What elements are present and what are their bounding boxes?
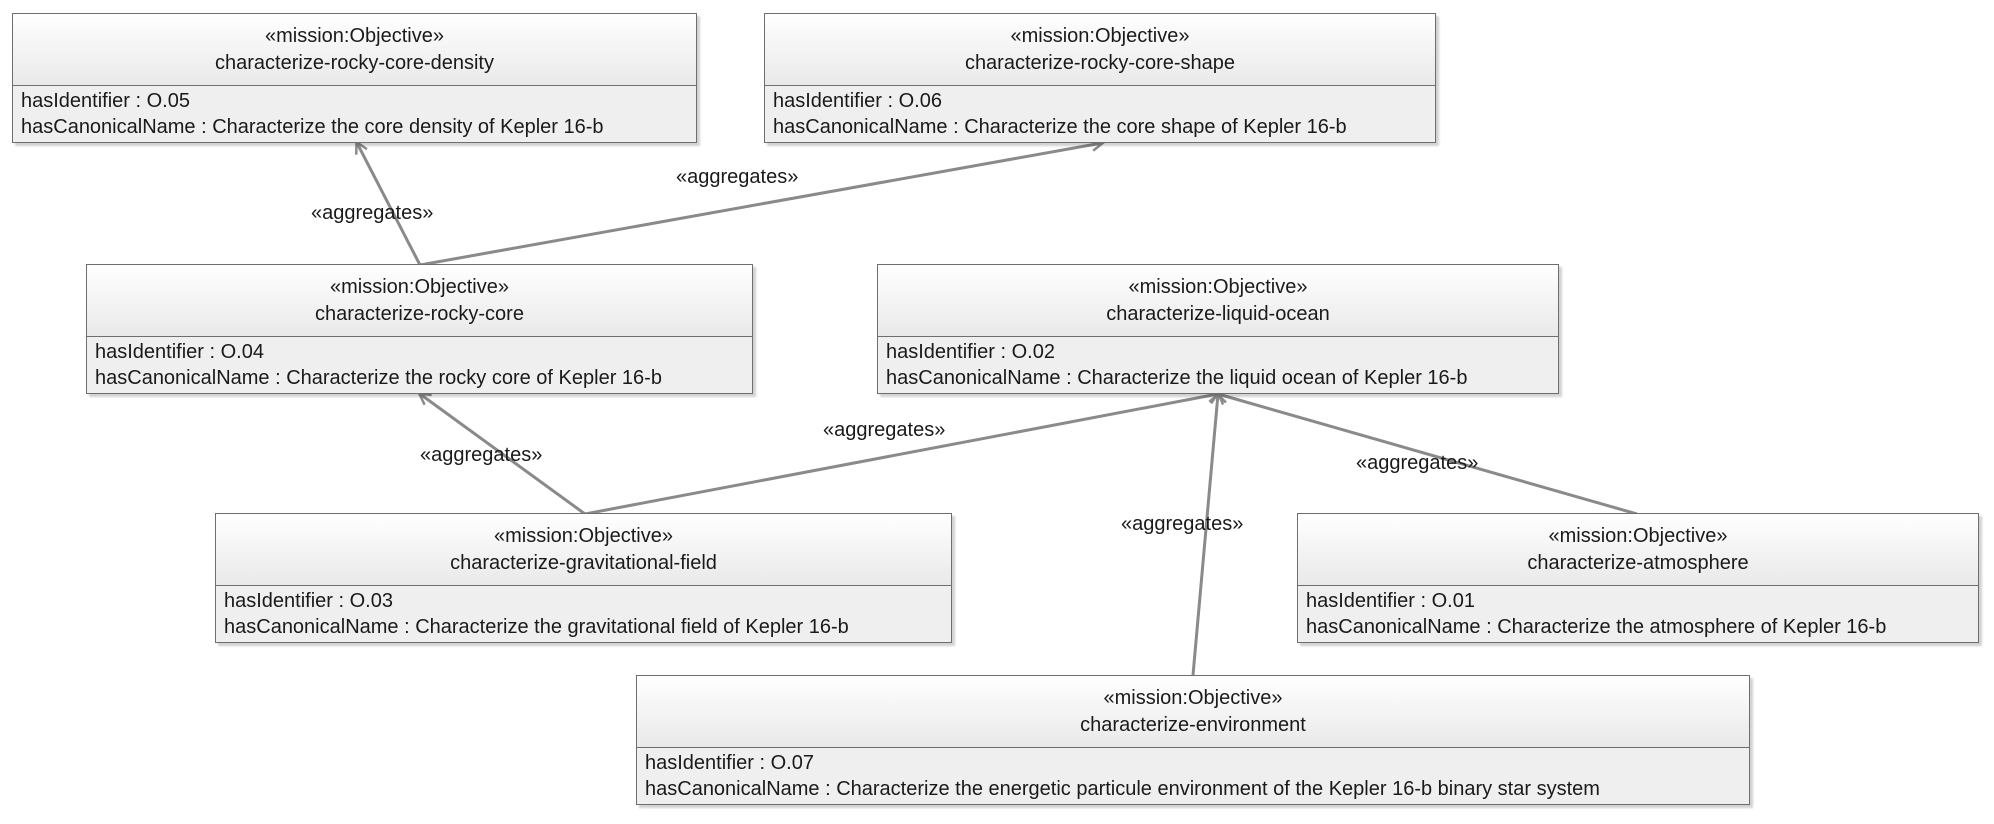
objective-node-core-density[interactable]: «mission:Objective» characterize-rocky-c… (12, 13, 697, 143)
attr-identifier: hasIdentifier : O.05 (21, 88, 688, 114)
node-stereotype: «mission:Objective» (330, 274, 509, 301)
objective-node-gravitational-field[interactable]: «mission:Objective» characterize-gravita… (215, 513, 952, 643)
attr-canonical-name: hasCanonicalName : Characterize the grav… (224, 614, 943, 640)
edge-rocky-core-to-core-shape[interactable] (420, 143, 1102, 265)
attr-canonical-name: hasCanonicalName : Characterize the liqu… (886, 365, 1550, 391)
node-stereotype: «mission:Objective» (1549, 523, 1728, 550)
attr-identifier: hasIdentifier : O.07 (645, 750, 1741, 776)
edge-grav-field-to-liquid-ocean[interactable] (585, 394, 1218, 514)
objective-node-core-shape[interactable]: «mission:Objective» characterize-rocky-c… (764, 13, 1436, 143)
attr-canonical-name: hasCanonicalName : Characterize the atmo… (1306, 614, 1970, 640)
attr-canonical-name: hasCanonicalName : Characterize the ener… (645, 776, 1741, 802)
node-stereotype: «mission:Objective» (265, 23, 444, 50)
node-attributes: hasIdentifier : O.02 hasCanonicalName : … (878, 337, 1558, 393)
node-attributes: hasIdentifier : O.05 hasCanonicalName : … (13, 86, 696, 142)
node-header: «mission:Objective» characterize-gravita… (216, 514, 951, 586)
attr-identifier: hasIdentifier : O.01 (1306, 588, 1970, 614)
node-name: characterize-rocky-core-density (215, 50, 494, 77)
attr-identifier: hasIdentifier : O.04 (95, 339, 744, 365)
edge-label-grav-to-core: «aggregates» (420, 444, 542, 467)
attr-canonical-name: hasCanonicalName : Characterize the core… (21, 114, 688, 140)
objective-node-rocky-core[interactable]: «mission:Objective» characterize-rocky-c… (86, 264, 753, 394)
edge-label-env-to-ocean: «aggregates» (1121, 513, 1243, 536)
node-header: «mission:Objective» characterize-atmosph… (1298, 514, 1978, 586)
node-attributes: hasIdentifier : O.01 hasCanonicalName : … (1298, 586, 1978, 642)
objective-node-liquid-ocean[interactable]: «mission:Objective» characterize-liquid-… (877, 264, 1559, 394)
edge-label-core-density: «aggregates» (311, 202, 433, 225)
node-attributes: hasIdentifier : O.04 hasCanonicalName : … (87, 337, 752, 393)
edge-label-grav-to-ocean: «aggregates» (823, 419, 945, 442)
objective-node-atmosphere[interactable]: «mission:Objective» characterize-atmosph… (1297, 513, 1979, 643)
attr-canonical-name: hasCanonicalName : Characterize the core… (773, 114, 1427, 140)
node-name: characterize-environment (1080, 712, 1306, 739)
node-name: characterize-rocky-core (315, 301, 524, 328)
node-name: characterize-liquid-ocean (1106, 301, 1329, 328)
edge-label-atm-to-ocean: «aggregates» (1356, 452, 1478, 475)
node-name: characterize-atmosphere (1527, 550, 1748, 577)
edge-label-core-shape: «aggregates» (676, 166, 798, 189)
node-header: «mission:Objective» characterize-environ… (637, 676, 1749, 748)
node-stereotype: «mission:Objective» (494, 523, 673, 550)
node-name: characterize-rocky-core-shape (965, 50, 1235, 77)
node-attributes: hasIdentifier : O.03 hasCanonicalName : … (216, 586, 951, 642)
node-header: «mission:Objective» characterize-rocky-c… (13, 14, 696, 86)
node-attributes: hasIdentifier : O.06 hasCanonicalName : … (765, 86, 1435, 142)
node-attributes: hasIdentifier : O.07 hasCanonicalName : … (637, 748, 1749, 804)
objective-node-environment[interactable]: «mission:Objective» characterize-environ… (636, 675, 1750, 805)
node-stereotype: «mission:Objective» (1129, 274, 1308, 301)
node-header: «mission:Objective» characterize-rocky-c… (87, 265, 752, 337)
attr-identifier: hasIdentifier : O.06 (773, 88, 1427, 114)
node-stereotype: «mission:Objective» (1104, 685, 1283, 712)
node-header: «mission:Objective» characterize-rocky-c… (765, 14, 1435, 86)
node-stereotype: «mission:Objective» (1011, 23, 1190, 50)
node-name: characterize-gravitational-field (450, 550, 717, 577)
attr-canonical-name: hasCanonicalName : Characterize the rock… (95, 365, 744, 391)
attr-identifier: hasIdentifier : O.02 (886, 339, 1550, 365)
node-header: «mission:Objective» characterize-liquid-… (878, 265, 1558, 337)
attr-identifier: hasIdentifier : O.03 (224, 588, 943, 614)
